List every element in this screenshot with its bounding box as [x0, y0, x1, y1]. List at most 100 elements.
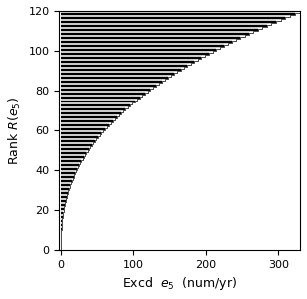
Bar: [61, 226, 62, 228]
Bar: [61, 222, 62, 224]
Bar: [61, 94, 142, 97]
Bar: [61, 212, 63, 214]
Bar: [61, 89, 150, 91]
Bar: [61, 130, 103, 132]
Bar: [61, 178, 73, 180]
Bar: [61, 51, 212, 53]
Bar: [61, 204, 65, 206]
X-axis label: Excd  $e_5$  (num/yr): Excd $e_5$ (num/yr): [122, 275, 237, 292]
Bar: [61, 216, 63, 218]
Bar: [61, 15, 290, 17]
Bar: [61, 77, 168, 79]
Bar: [61, 220, 62, 222]
Bar: [61, 112, 121, 115]
Bar: [61, 47, 220, 49]
Bar: [61, 23, 271, 25]
Bar: [61, 218, 62, 220]
Bar: [61, 164, 79, 166]
Bar: [61, 75, 171, 77]
Bar: [61, 61, 194, 63]
Bar: [61, 134, 100, 136]
Bar: [61, 126, 107, 128]
Bar: [61, 194, 67, 196]
Bar: [61, 154, 85, 156]
Bar: [61, 39, 236, 41]
Bar: [61, 19, 281, 21]
Bar: [61, 140, 95, 142]
Bar: [61, 158, 83, 160]
Bar: [61, 43, 228, 45]
Bar: [61, 142, 93, 144]
Bar: [61, 25, 267, 27]
Bar: [61, 200, 66, 202]
Bar: [61, 57, 201, 59]
Bar: [61, 188, 69, 190]
Bar: [61, 160, 81, 162]
Bar: [61, 118, 115, 120]
Bar: [61, 65, 187, 67]
Bar: [61, 166, 78, 168]
Bar: [61, 138, 96, 140]
Bar: [61, 192, 68, 194]
Bar: [61, 116, 117, 118]
Bar: [61, 29, 258, 31]
Bar: [61, 120, 113, 122]
Bar: [61, 128, 105, 130]
Bar: [61, 71, 177, 73]
Bar: [61, 53, 209, 55]
Bar: [61, 122, 111, 124]
Bar: [61, 59, 198, 61]
Bar: [61, 11, 300, 13]
Bar: [61, 110, 123, 112]
Bar: [61, 170, 76, 172]
Bar: [61, 55, 205, 57]
Bar: [61, 97, 140, 98]
Bar: [61, 224, 62, 226]
Bar: [61, 45, 224, 47]
Bar: [61, 100, 135, 103]
Bar: [61, 63, 191, 65]
Bar: [61, 214, 63, 216]
Bar: [61, 73, 174, 75]
Bar: [61, 180, 72, 182]
Bar: [61, 136, 98, 138]
Bar: [61, 67, 184, 69]
Bar: [61, 37, 240, 39]
Bar: [61, 162, 80, 164]
Bar: [61, 210, 64, 212]
Bar: [61, 79, 165, 81]
Bar: [61, 144, 92, 146]
Bar: [61, 33, 249, 35]
Bar: [61, 190, 68, 192]
Bar: [61, 49, 216, 51]
Bar: [61, 182, 71, 184]
Bar: [61, 31, 253, 33]
Bar: [61, 208, 64, 210]
Bar: [61, 176, 73, 178]
Bar: [61, 186, 70, 188]
Bar: [61, 132, 101, 134]
Y-axis label: Rank $R(e_5)$: Rank $R(e_5)$: [7, 96, 23, 164]
Bar: [61, 98, 137, 100]
Bar: [61, 41, 232, 43]
Bar: [61, 184, 70, 186]
Bar: [61, 27, 262, 29]
Bar: [61, 103, 132, 104]
Bar: [61, 124, 109, 126]
Bar: [61, 69, 181, 71]
Bar: [61, 109, 125, 110]
Bar: [61, 104, 130, 106]
Bar: [61, 85, 156, 87]
Bar: [61, 150, 88, 152]
Bar: [61, 202, 65, 204]
Bar: [61, 168, 77, 170]
Bar: [61, 172, 75, 174]
Bar: [61, 152, 86, 154]
Bar: [61, 198, 66, 200]
Bar: [61, 93, 145, 94]
Bar: [61, 87, 153, 89]
Bar: [61, 174, 74, 176]
Bar: [61, 106, 128, 109]
Bar: [61, 196, 67, 198]
Bar: [61, 146, 91, 148]
